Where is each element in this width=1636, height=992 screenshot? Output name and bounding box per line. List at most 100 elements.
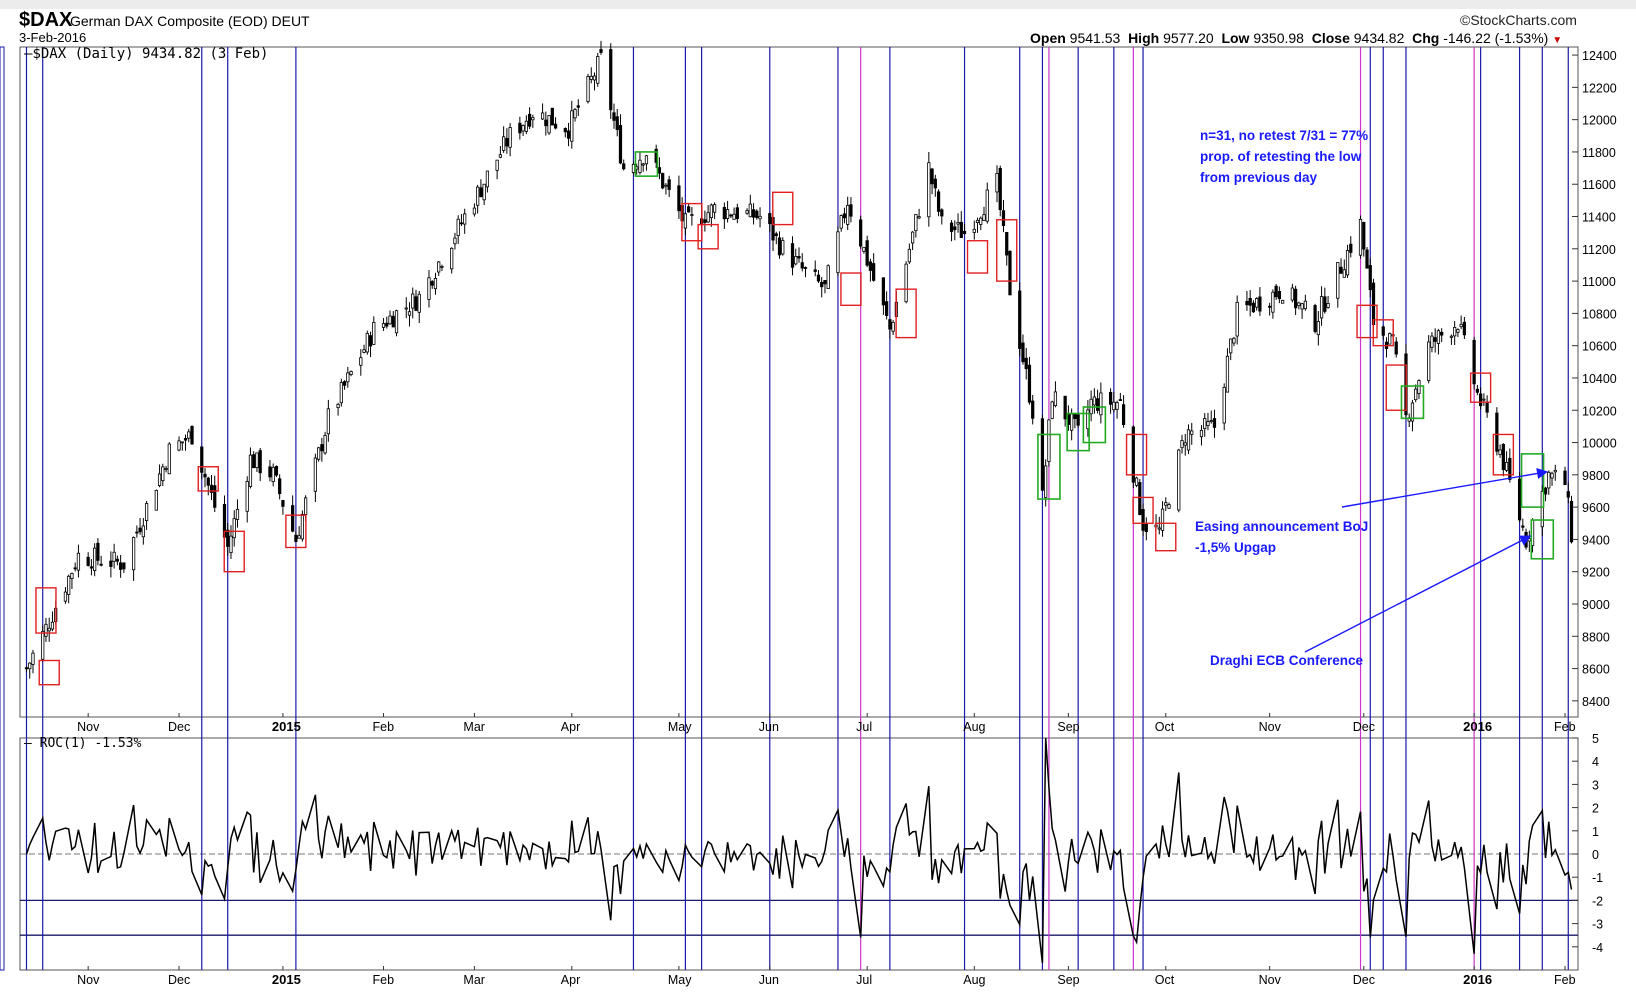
price-tick-label: 9600 xyxy=(1582,501,1610,515)
candle-body xyxy=(687,206,691,213)
candle-body xyxy=(631,163,636,173)
x-tick-label: May xyxy=(668,973,692,987)
candle-body xyxy=(1316,321,1320,336)
candle-body xyxy=(385,322,389,327)
x-tick-label: Aug xyxy=(963,720,985,734)
candle-body xyxy=(1070,413,1074,431)
x-tick-label: Dec xyxy=(168,720,190,734)
price-panel-frame xyxy=(19,46,1579,718)
x-tick-label: Jul xyxy=(856,973,872,987)
candle-body xyxy=(495,159,499,171)
candle-body xyxy=(1417,380,1421,394)
annotation-arrows xyxy=(1304,467,1549,653)
down-triangle-icon: ▼ xyxy=(1552,35,1563,46)
candle-body xyxy=(381,323,386,328)
price-tick-label: 11000 xyxy=(1582,275,1616,289)
red-signal-box xyxy=(1492,433,1515,476)
candle-body xyxy=(229,535,233,554)
green-signal-box xyxy=(634,151,659,177)
candle-body xyxy=(41,630,45,660)
candle-body xyxy=(995,173,999,193)
candle-body xyxy=(450,247,454,270)
candle-body xyxy=(661,173,665,189)
red-signal-box xyxy=(1132,496,1154,524)
candle-body xyxy=(1472,339,1476,385)
candle-body xyxy=(979,217,983,225)
candle-body xyxy=(1358,219,1363,256)
candle-body xyxy=(732,213,736,220)
candle-body xyxy=(1498,449,1502,456)
roc-tick-label: 3 xyxy=(1592,778,1599,792)
candle-body xyxy=(1362,222,1366,250)
candle-body xyxy=(1274,285,1278,298)
x-tick-label: Feb xyxy=(1554,720,1576,734)
candle-body xyxy=(411,293,415,309)
candle-body xyxy=(940,209,944,217)
candle-body xyxy=(463,213,467,225)
candle-body xyxy=(99,563,103,566)
candle-body xyxy=(177,440,181,451)
candle-body xyxy=(1427,341,1431,381)
candle-body xyxy=(1255,298,1259,308)
candle-body xyxy=(748,203,752,218)
candle-body xyxy=(1527,538,1531,542)
candle-body xyxy=(1297,302,1301,306)
candle-body xyxy=(245,481,249,512)
candle-body xyxy=(953,226,957,231)
candle-body xyxy=(278,478,282,495)
candle-body xyxy=(1268,305,1272,308)
candle-body xyxy=(936,191,941,212)
price-tick-label: 11800 xyxy=(1582,146,1616,160)
candle-body xyxy=(1449,335,1454,338)
candle-body xyxy=(1251,302,1256,313)
candle-body xyxy=(849,204,853,217)
candle-body xyxy=(933,178,937,189)
candle-body xyxy=(70,573,74,579)
symbol: $DAX xyxy=(19,9,73,31)
candle-body xyxy=(972,228,976,233)
candle-body xyxy=(76,552,81,571)
stat-annotation: n=31, no retest 7/31 = 77% prop. of rete… xyxy=(1200,125,1368,188)
candle-body xyxy=(1021,342,1025,363)
roc-tick-label: 0 xyxy=(1592,848,1599,862)
candle-body xyxy=(1482,398,1486,401)
candle-body xyxy=(119,562,123,570)
candle-body xyxy=(1248,298,1252,306)
candle-body xyxy=(161,466,165,481)
candle-body xyxy=(1388,333,1392,345)
candle-body xyxy=(800,262,804,269)
candle-body xyxy=(725,209,730,219)
candle-body xyxy=(1031,400,1035,419)
candle-body xyxy=(1495,412,1499,452)
candle-body xyxy=(313,457,317,492)
candle-body xyxy=(1108,392,1113,405)
candle-body xyxy=(50,621,55,630)
low-value: 9350.98 xyxy=(1253,30,1304,46)
red-signal-box xyxy=(285,514,307,549)
roc-panel-legend: — ROC(1) -1.53% xyxy=(24,736,141,751)
candle-body xyxy=(872,263,876,281)
candle-body xyxy=(813,269,817,272)
candle-body xyxy=(47,627,51,632)
candle-body xyxy=(690,214,694,216)
candle-body xyxy=(63,591,68,602)
price-tick-label: 11200 xyxy=(1582,243,1616,257)
roc-tick-label: -4 xyxy=(1592,941,1603,955)
x-tick-label: Oct xyxy=(1155,973,1175,987)
candle-body xyxy=(842,213,847,219)
candle-body xyxy=(1258,296,1262,312)
candle-body xyxy=(657,167,662,174)
candle-body xyxy=(1566,491,1570,498)
candle-body xyxy=(417,293,421,313)
candle-body xyxy=(975,219,980,223)
candle-body xyxy=(722,206,726,220)
candle-body xyxy=(1131,426,1135,483)
event-lines xyxy=(25,47,1569,970)
candle-body xyxy=(803,267,808,269)
candle-body xyxy=(453,237,457,245)
candle-body xyxy=(144,503,149,521)
x-tick-label: Apr xyxy=(561,973,580,987)
candle-body xyxy=(826,265,830,289)
candle-body xyxy=(1547,471,1551,489)
